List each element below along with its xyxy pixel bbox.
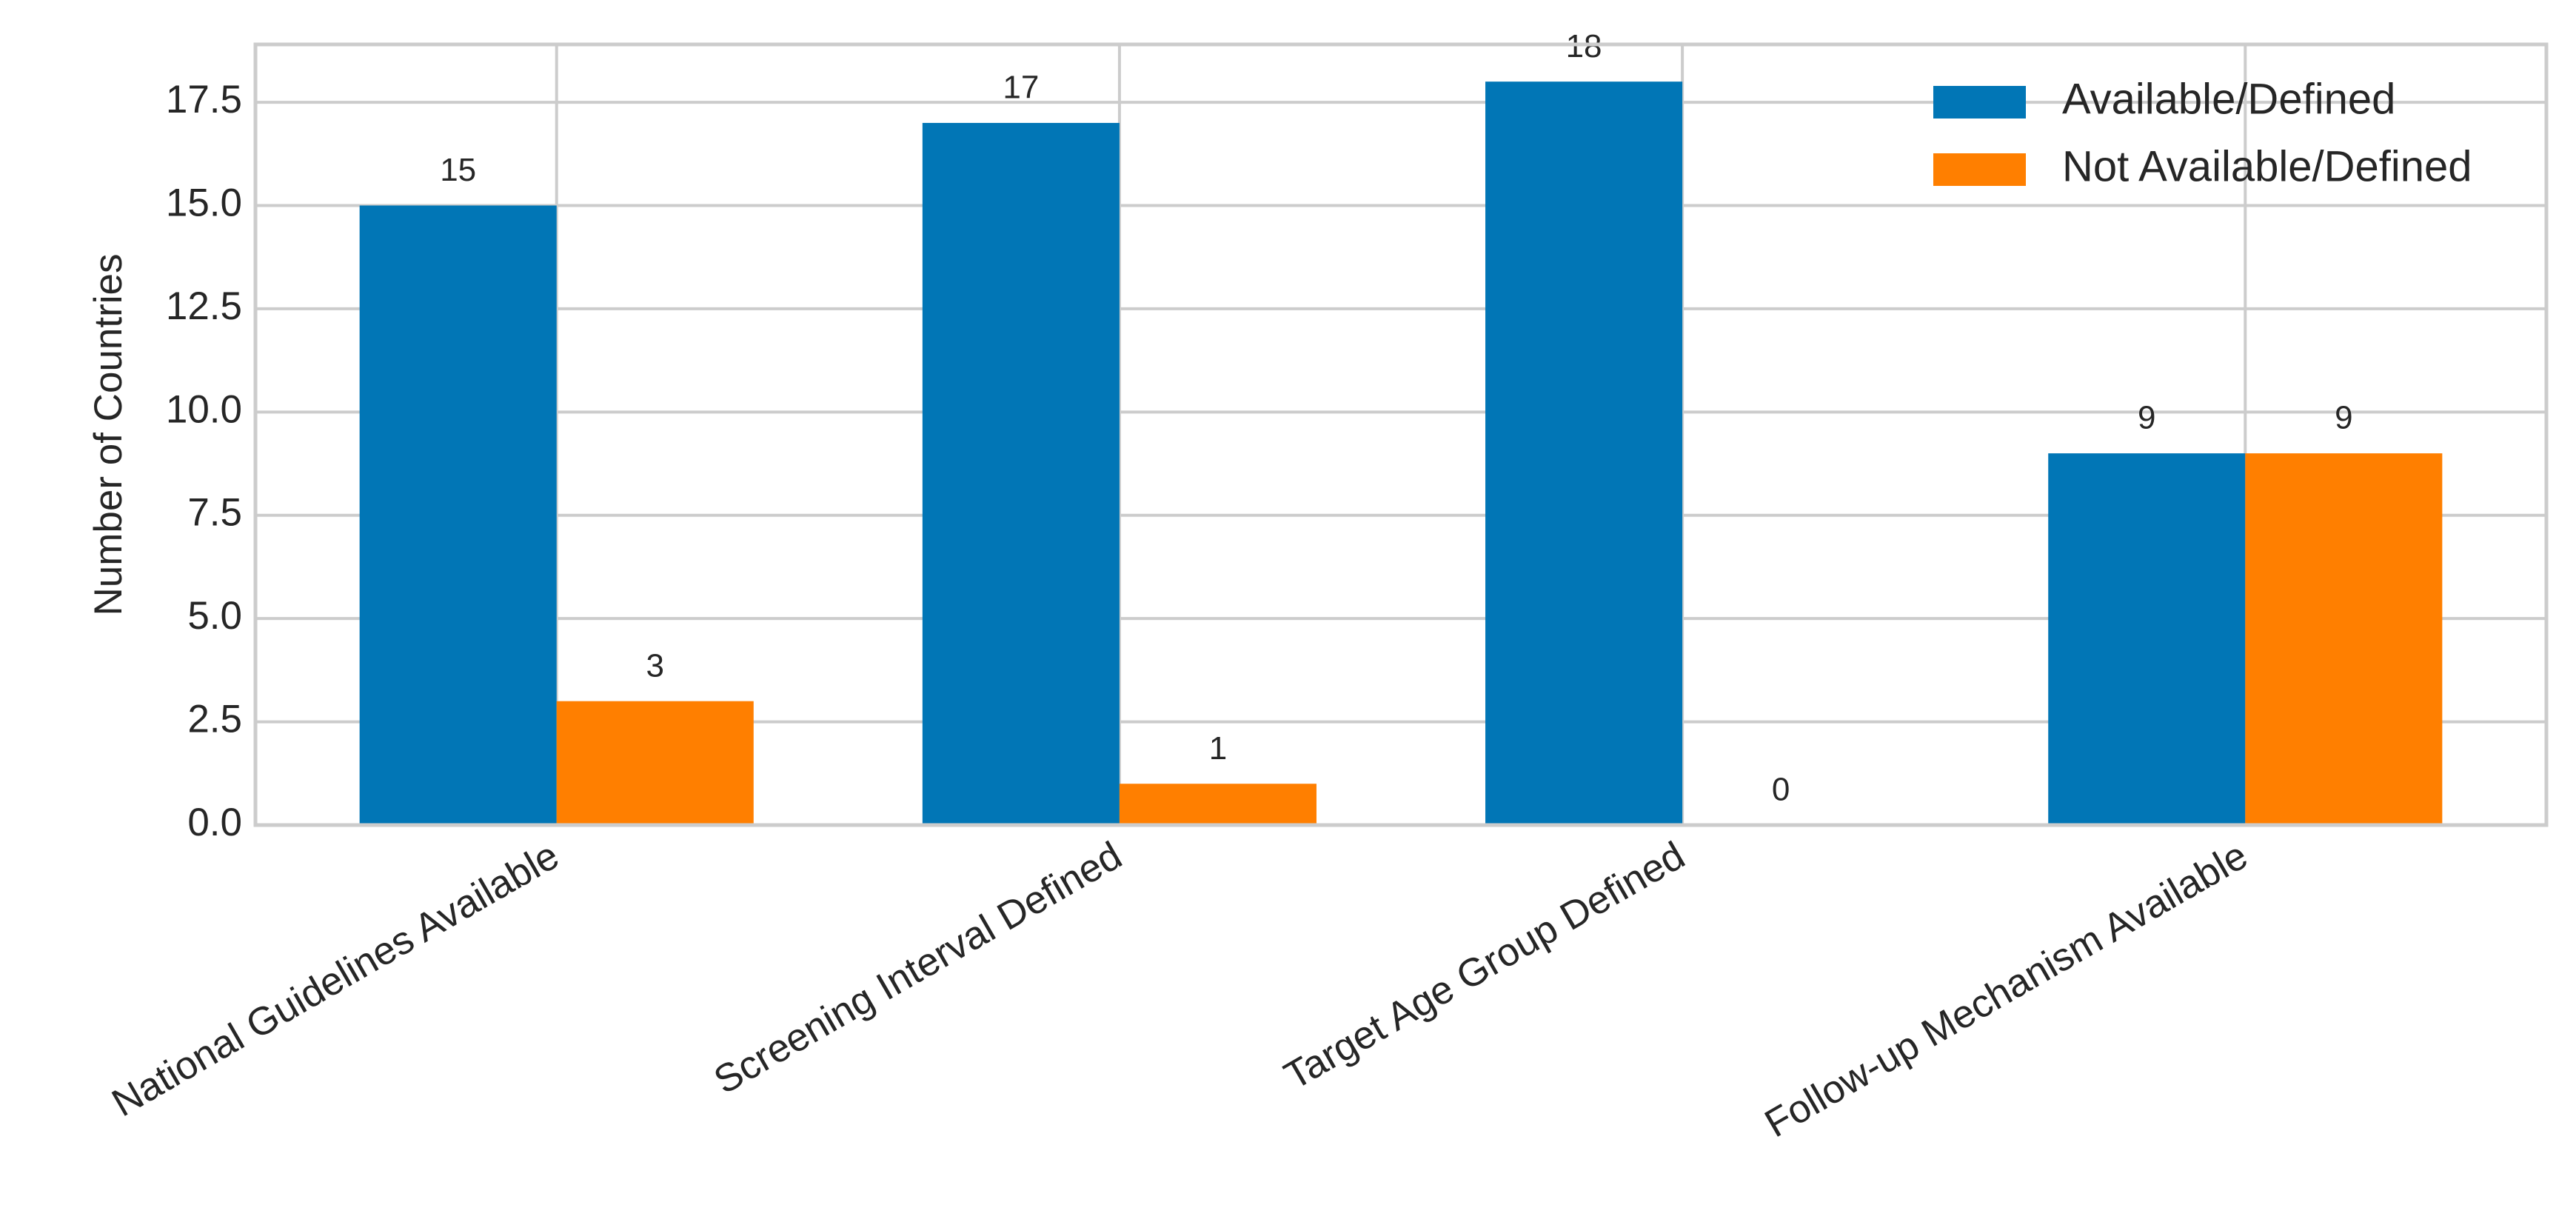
value-label: 3 — [646, 647, 663, 684]
bar — [556, 701, 754, 825]
value-label: 0 — [1772, 772, 1790, 808]
value-label: 15 — [440, 152, 476, 188]
bar — [1119, 784, 1317, 825]
legend-label: Available/Defined — [2062, 75, 2395, 123]
y-tick-label: 7.5 — [187, 491, 242, 535]
y-tick-label: 10.0 — [166, 387, 242, 431]
x-tick-label: National Guidelines Available — [105, 833, 566, 1125]
value-label: 9 — [2138, 400, 2155, 436]
value-label: 1 — [1209, 730, 1227, 767]
bar — [1485, 81, 1683, 825]
y-tick-label: 5.0 — [187, 594, 242, 638]
x-tick-label: Screening Interval Defined — [706, 833, 1128, 1102]
bar — [2245, 453, 2443, 825]
y-tick-label: 2.5 — [187, 698, 242, 741]
legend-swatch — [1933, 86, 2026, 119]
plot-frame — [253, 42, 2549, 827]
y-tick-label: 0.0 — [187, 801, 242, 844]
x-tick-label: Target Age Group Defined — [1277, 833, 1692, 1098]
y-tick-label: 12.5 — [166, 284, 242, 328]
bar — [922, 122, 1120, 826]
y-tick-label: 15.0 — [166, 181, 242, 224]
bar — [2048, 453, 2246, 825]
legend-swatch — [1933, 153, 2026, 186]
legend-label: Not Available/Defined — [2062, 142, 2472, 190]
bar — [359, 205, 557, 825]
x-tick-label: Follow-up Mechanism Available — [1758, 833, 2255, 1146]
y-axis-label: Number of Countries — [87, 254, 130, 616]
y-tick-label: 17.5 — [166, 78, 242, 121]
value-label: 9 — [2335, 400, 2352, 436]
value-label: 17 — [1003, 70, 1039, 106]
